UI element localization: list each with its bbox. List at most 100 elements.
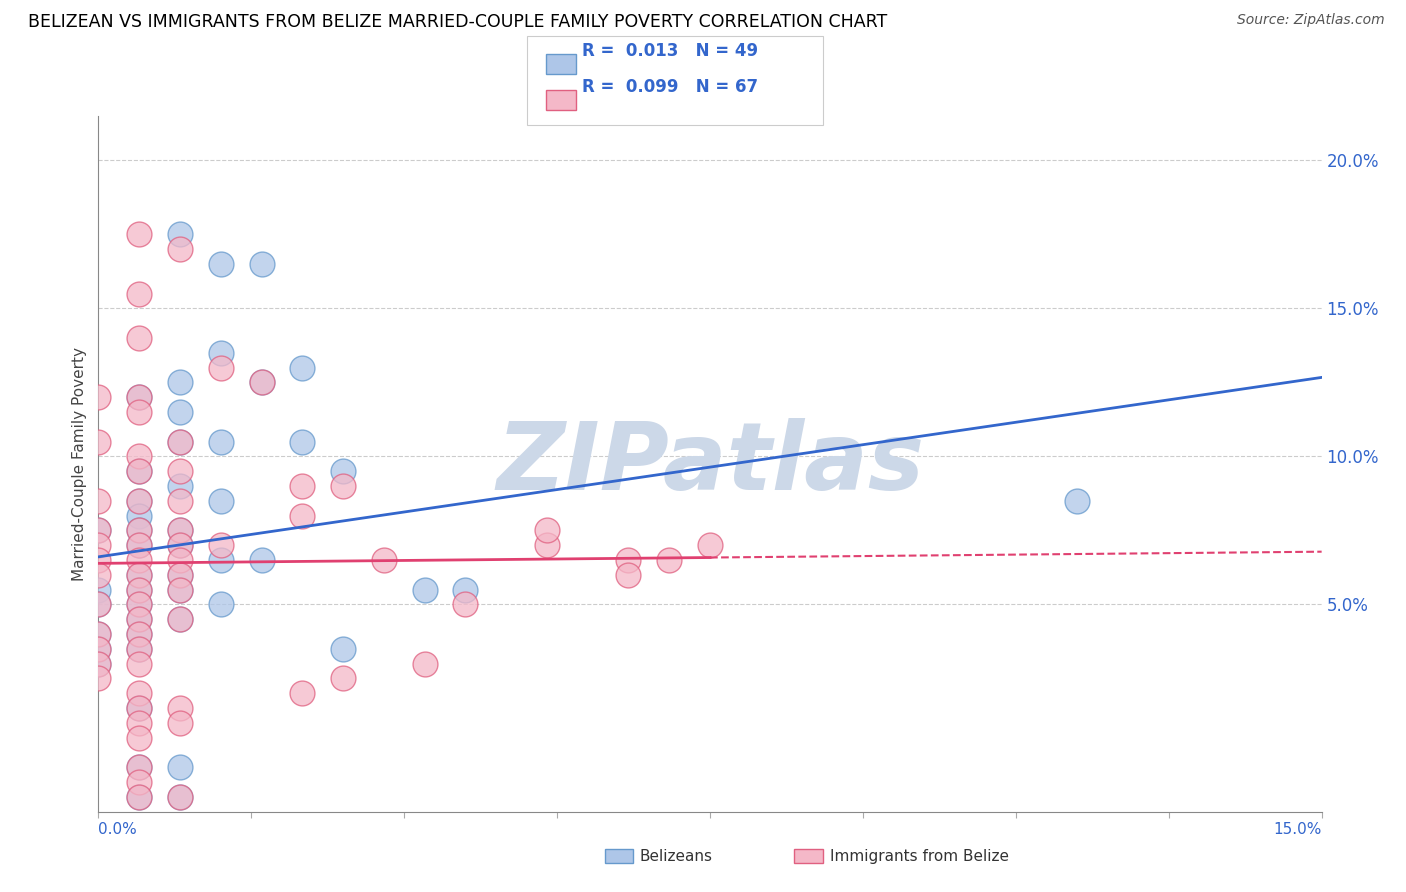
Point bbox=[291, 434, 314, 449]
Text: BELIZEAN VS IMMIGRANTS FROM BELIZE MARRIED-COUPLE FAMILY POVERTY CORRELATION CHA: BELIZEAN VS IMMIGRANTS FROM BELIZE MARRI… bbox=[28, 13, 887, 31]
Point bbox=[169, 760, 191, 774]
Point bbox=[291, 508, 314, 523]
Point bbox=[1066, 493, 1088, 508]
Point bbox=[658, 553, 681, 567]
Point bbox=[128, 493, 150, 508]
Point bbox=[128, 227, 150, 242]
Point bbox=[413, 582, 436, 597]
Text: 15.0%: 15.0% bbox=[1274, 822, 1322, 837]
Point bbox=[209, 346, 232, 360]
Point bbox=[169, 242, 191, 256]
Point bbox=[128, 538, 150, 552]
Point bbox=[128, 789, 150, 804]
Point bbox=[128, 464, 150, 478]
Point bbox=[169, 701, 191, 715]
Point bbox=[209, 493, 232, 508]
Point bbox=[536, 524, 558, 538]
Point bbox=[128, 567, 150, 582]
Point bbox=[128, 612, 150, 626]
Point bbox=[128, 760, 150, 774]
Point bbox=[87, 567, 110, 582]
Point bbox=[128, 701, 150, 715]
Point bbox=[87, 524, 110, 538]
Point bbox=[87, 641, 110, 656]
Point bbox=[169, 538, 191, 552]
Point bbox=[169, 612, 191, 626]
Point bbox=[536, 538, 558, 552]
Point bbox=[128, 686, 150, 700]
Point bbox=[291, 360, 314, 375]
Text: Belizeans: Belizeans bbox=[640, 849, 713, 864]
Point bbox=[169, 434, 191, 449]
Point bbox=[128, 612, 150, 626]
Text: R =  0.013   N = 49: R = 0.013 N = 49 bbox=[582, 42, 758, 60]
Point bbox=[169, 789, 191, 804]
Point bbox=[87, 657, 110, 671]
Point bbox=[87, 672, 110, 686]
Point bbox=[128, 493, 150, 508]
Point bbox=[169, 524, 191, 538]
Point bbox=[87, 627, 110, 641]
Point bbox=[87, 434, 110, 449]
Point bbox=[169, 567, 191, 582]
Point bbox=[128, 524, 150, 538]
Point bbox=[87, 582, 110, 597]
Point bbox=[169, 582, 191, 597]
Point bbox=[87, 553, 110, 567]
Point bbox=[128, 701, 150, 715]
Point bbox=[87, 657, 110, 671]
Point bbox=[128, 286, 150, 301]
Point bbox=[87, 627, 110, 641]
Point bbox=[169, 405, 191, 419]
Point bbox=[128, 538, 150, 552]
Text: R =  0.099   N = 67: R = 0.099 N = 67 bbox=[582, 78, 758, 95]
Point bbox=[128, 331, 150, 345]
Point bbox=[128, 450, 150, 464]
Point bbox=[128, 390, 150, 404]
Point bbox=[128, 731, 150, 745]
Point bbox=[128, 524, 150, 538]
Point bbox=[128, 789, 150, 804]
Point bbox=[128, 464, 150, 478]
Point bbox=[128, 627, 150, 641]
Point bbox=[87, 598, 110, 612]
Point bbox=[617, 567, 640, 582]
Point bbox=[209, 553, 232, 567]
Point bbox=[209, 257, 232, 271]
Point bbox=[128, 641, 150, 656]
Point bbox=[87, 598, 110, 612]
Point bbox=[169, 789, 191, 804]
Text: Source: ZipAtlas.com: Source: ZipAtlas.com bbox=[1237, 13, 1385, 28]
Point bbox=[128, 567, 150, 582]
Point bbox=[128, 641, 150, 656]
Point bbox=[169, 612, 191, 626]
Point bbox=[332, 464, 354, 478]
Text: Immigrants from Belize: Immigrants from Belize bbox=[830, 849, 1008, 864]
Point bbox=[87, 493, 110, 508]
Point bbox=[699, 538, 721, 552]
Point bbox=[128, 598, 150, 612]
Point bbox=[250, 376, 273, 390]
Point bbox=[87, 390, 110, 404]
Point bbox=[169, 227, 191, 242]
Point bbox=[169, 524, 191, 538]
Point bbox=[209, 538, 232, 552]
Point bbox=[128, 582, 150, 597]
Point bbox=[169, 715, 191, 730]
Point bbox=[332, 672, 354, 686]
Point bbox=[169, 538, 191, 552]
Point bbox=[454, 582, 477, 597]
Y-axis label: Married-Couple Family Poverty: Married-Couple Family Poverty bbox=[72, 347, 87, 581]
Point bbox=[128, 405, 150, 419]
Point bbox=[617, 553, 640, 567]
Point bbox=[169, 567, 191, 582]
Point bbox=[128, 715, 150, 730]
Text: 0.0%: 0.0% bbox=[98, 822, 138, 837]
Point bbox=[169, 479, 191, 493]
Point bbox=[373, 553, 395, 567]
Point bbox=[169, 376, 191, 390]
Point bbox=[128, 760, 150, 774]
Point bbox=[128, 553, 150, 567]
Point bbox=[209, 598, 232, 612]
Point bbox=[87, 524, 110, 538]
